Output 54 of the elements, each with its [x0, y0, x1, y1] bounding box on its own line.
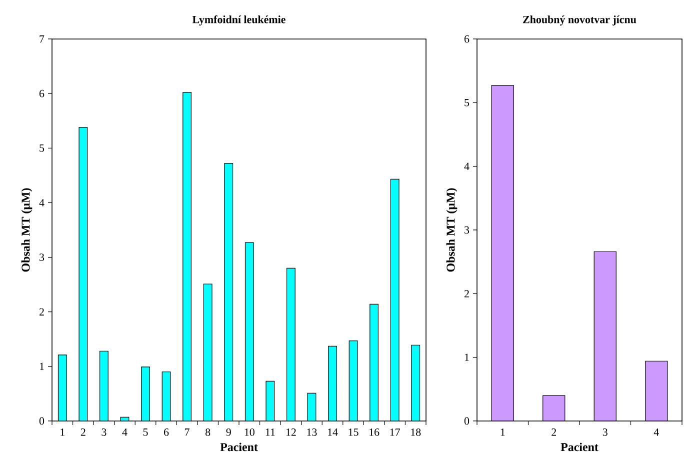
chart-title: Zhoubný novotvar jícnu [523, 16, 636, 26]
y-tick-label: 5 [464, 99, 470, 106]
x-tick-label: 7 [185, 428, 190, 436]
x-tick-label: 12 [286, 428, 296, 436]
bar [390, 178, 400, 421]
y-tick-label: 6 [39, 90, 44, 98]
bar [78, 127, 88, 421]
y-tick-label: 7 [40, 35, 44, 43]
y-tick-label: 1 [464, 354, 469, 361]
x-tick-label: 11 [266, 428, 275, 436]
y-tick-label: 0 [39, 417, 44, 425]
x-tick-label: 17 [390, 428, 400, 436]
x-tick-label: 8 [206, 428, 210, 436]
bar [286, 268, 296, 421]
y-tick-label: 4 [464, 162, 470, 170]
y-tick-label: 1 [40, 362, 44, 370]
x-tick-label: 14 [328, 428, 338, 436]
x-tick-label: 10 [244, 428, 254, 436]
x-axis-title: Pacient [560, 442, 598, 452]
y-axis-title: Obsah MT (μM) [446, 188, 458, 272]
x-tick-label: 2 [80, 428, 86, 436]
bar [99, 350, 108, 421]
y-tick-label: 5 [40, 144, 44, 152]
x-tick-label: 6 [164, 428, 169, 436]
bar [141, 366, 150, 421]
x-tick-label: 3 [602, 428, 608, 436]
bar [224, 163, 234, 421]
x-tick-label: 16 [370, 428, 380, 436]
x-axis-title: Pacient [220, 442, 258, 452]
y-tick-label: 3 [40, 254, 44, 261]
x-tick-label: 1 [60, 428, 64, 436]
x-tick-label: 18 [411, 428, 421, 436]
y-axis-title: Obsah MT (μM) [21, 188, 32, 272]
x-tick-label: 9 [226, 428, 231, 436]
bar [328, 346, 337, 421]
x-tick-label: 13 [307, 428, 317, 436]
x-tick-label: 2 [552, 428, 556, 436]
y-tick-label: 2 [464, 290, 469, 298]
y-tick-label: 3 [464, 226, 470, 234]
x-tick-label: 4 [122, 428, 128, 436]
bar [370, 304, 379, 421]
y-tick-label: 4 [39, 199, 44, 206]
bar [244, 242, 254, 421]
x-tick-label: 5 [143, 428, 148, 436]
bar [203, 284, 212, 421]
x-tick-label: 3 [102, 428, 106, 436]
y-tick-label: 0 [464, 417, 470, 425]
x-tick-label: 15 [348, 428, 358, 436]
x-tick-label: 1 [500, 428, 505, 436]
bar [182, 92, 192, 421]
y-tick-label: 6 [464, 35, 470, 43]
chart-title: Lymfoidní leukémie [192, 15, 286, 26]
y-tick-label: 2 [39, 308, 44, 316]
x-tick-label: 4 [654, 428, 659, 436]
